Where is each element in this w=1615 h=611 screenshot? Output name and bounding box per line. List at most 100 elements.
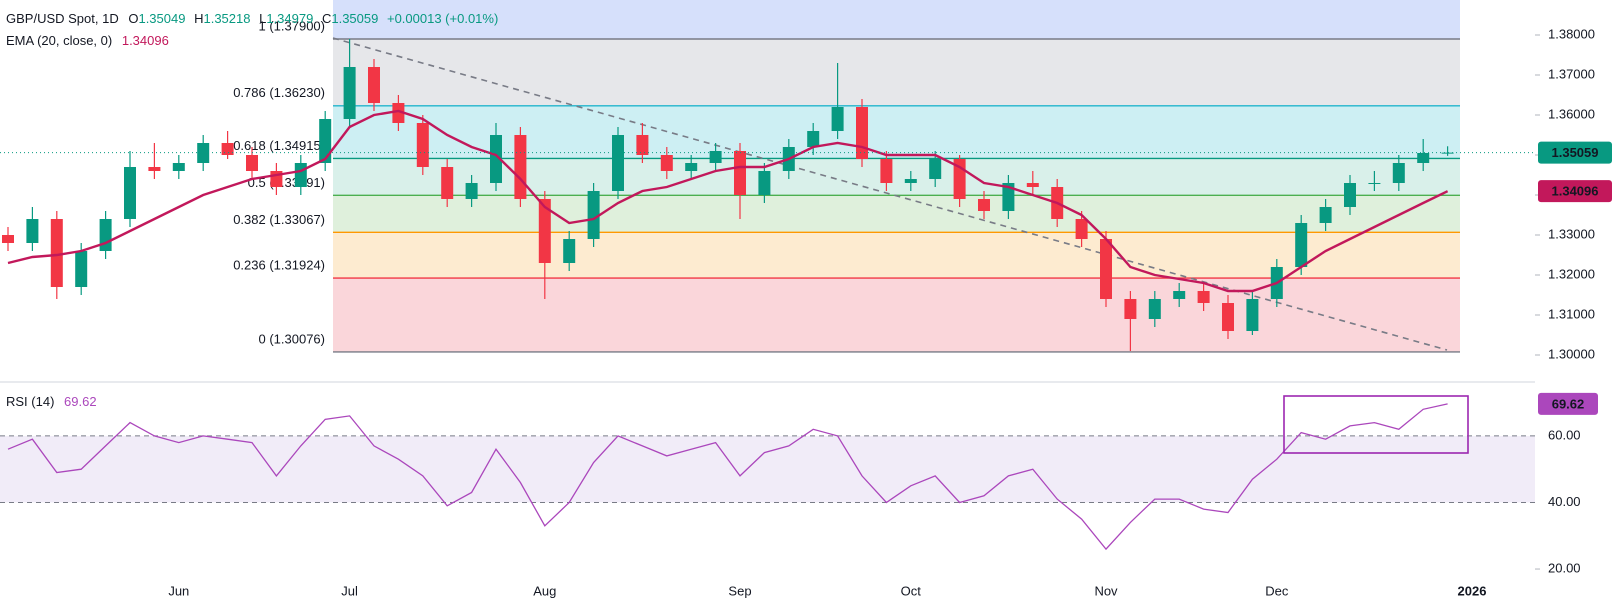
- x-tick-label: 2026: [1458, 583, 1487, 598]
- ema-name: EMA (20, close, 0): [6, 33, 112, 48]
- y-tick-label: 1.36000: [1548, 106, 1595, 121]
- candle-body: [1392, 163, 1405, 183]
- candle-body: [319, 119, 332, 163]
- y-tick-label: 20.00: [1548, 560, 1581, 575]
- fib-label: 0.786 (1.36230): [233, 85, 325, 100]
- fib-band: [333, 39, 1460, 106]
- candle-body: [1417, 153, 1430, 163]
- y-tick-label: 1.38000: [1548, 26, 1595, 41]
- y-tick-label: 1.31000: [1548, 306, 1595, 321]
- candle-body: [172, 163, 185, 171]
- candle-body: [538, 199, 551, 263]
- candle-body: [124, 167, 136, 219]
- trend-line: [332, 37, 1448, 351]
- y-tick-label: 1.32000: [1548, 266, 1595, 281]
- y-tick-label: 40.00: [1548, 494, 1581, 509]
- candle-body: [1441, 152, 1454, 154]
- candle-body: [1368, 183, 1381, 184]
- x-tick-label: Nov: [1094, 583, 1118, 598]
- x-tick-label: Jul: [341, 583, 358, 598]
- candle-body: [978, 199, 990, 211]
- y-tick-label: 1.30000: [1548, 346, 1595, 361]
- rsi-highlight-box: [1283, 395, 1469, 454]
- y-tick-label: 1.33000: [1548, 226, 1595, 241]
- last-price-box: [1538, 141, 1612, 164]
- ohlc-value: 1.35049: [138, 11, 185, 26]
- ohlc-key: H: [194, 11, 203, 26]
- fib-band: [333, 105, 1460, 159]
- last-price-label: 1.35059: [1552, 145, 1599, 160]
- candle-body: [758, 171, 771, 195]
- candle-body: [465, 183, 478, 199]
- candle-body: [904, 179, 917, 183]
- symbol: GBP/USD Spot, 1D: [6, 11, 119, 26]
- candle-body: [514, 135, 527, 199]
- y-tick-label: 60.00: [1548, 427, 1581, 442]
- candle-body: [246, 155, 258, 171]
- ohlc-key: L: [259, 11, 266, 26]
- fib-label: 0.236 (1.31924): [233, 257, 325, 272]
- fib-bands: 1 (1.37900) 0.786 (1.36230) 0.618 (1.34915…: [233, 0, 1460, 353]
- candle-body: [1246, 299, 1259, 331]
- candle-body: [1295, 223, 1308, 267]
- candle-body: [880, 159, 893, 183]
- x-tick-label: Oct: [901, 583, 922, 598]
- candle-body: [1075, 219, 1088, 239]
- candle-body: [1222, 303, 1234, 331]
- x-tick-label: Aug: [533, 583, 556, 598]
- fib-band: [333, 195, 1460, 233]
- fib-label: 0.618 (1.34915): [233, 138, 325, 153]
- candle-body: [26, 219, 39, 243]
- candle-body: [685, 163, 698, 171]
- fib-top-band: [333, 0, 1460, 39]
- candle-body: [856, 107, 868, 159]
- candle-body: [1026, 183, 1039, 187]
- candle-body: [1100, 239, 1112, 299]
- y-tick-label: 1.37000: [1548, 66, 1595, 81]
- candle-body: [294, 163, 307, 187]
- rsi-value: 69.62: [64, 394, 97, 409]
- header-line: GBP/USD Spot, 1D O1.35049 H1.35218 L1.34…: [6, 11, 498, 26]
- ema-price-label: 1.34096: [1552, 184, 1599, 199]
- candle-body: [587, 191, 600, 239]
- ohlc-key: C: [322, 11, 331, 26]
- candle-body: [1124, 299, 1137, 319]
- rsi-name: RSI (14): [6, 394, 54, 409]
- rsi-legend: RSI (14) 69.62: [6, 394, 97, 409]
- ohlc-value: 1.35059: [331, 11, 378, 26]
- fib-band: [333, 278, 1460, 352]
- candle-body: [636, 135, 649, 155]
- candle-body: [2, 235, 14, 243]
- fib-band: [333, 158, 1460, 196]
- ohlc-value: 1.35218: [203, 11, 250, 26]
- candle-body: [929, 159, 942, 179]
- candle-body: [612, 135, 624, 191]
- candle-body: [563, 239, 576, 263]
- candle-body: [1173, 291, 1186, 299]
- ohlc-value: 1.34979: [266, 11, 313, 26]
- fib-band: [333, 232, 1460, 279]
- fib-label: 0.382 (1.33067): [233, 212, 325, 227]
- change: +0.00013 (+0.01%): [387, 11, 498, 26]
- ohlc-key: O: [128, 11, 138, 26]
- candle-body: [148, 167, 161, 171]
- candle-body: [99, 219, 112, 251]
- rsi-value-label: 69.62: [1552, 396, 1585, 411]
- candle-body: [221, 143, 234, 155]
- rsi-line: [7, 403, 1448, 551]
- candle-body: [490, 135, 502, 183]
- fib-label: 1 (1.37900): [259, 18, 326, 33]
- ema-line: [7, 109, 1449, 293]
- candle-body: [1197, 291, 1210, 303]
- rsi-band: [0, 435, 1535, 503]
- candle-body: [343, 67, 356, 119]
- rsi-value-box: [1538, 392, 1598, 415]
- candle-body: [392, 103, 405, 123]
- candle-body: [1002, 183, 1015, 211]
- candle-body: [1148, 299, 1161, 319]
- x-tick-label: Jun: [168, 583, 189, 598]
- x-tick-label: Sep: [728, 583, 751, 598]
- candle-body: [734, 151, 746, 195]
- ema-legend: EMA (20, close, 0) 1.34096: [6, 33, 169, 48]
- plot: 1.380001.370001.360001.350001.340001.330…: [0, 26, 1612, 598]
